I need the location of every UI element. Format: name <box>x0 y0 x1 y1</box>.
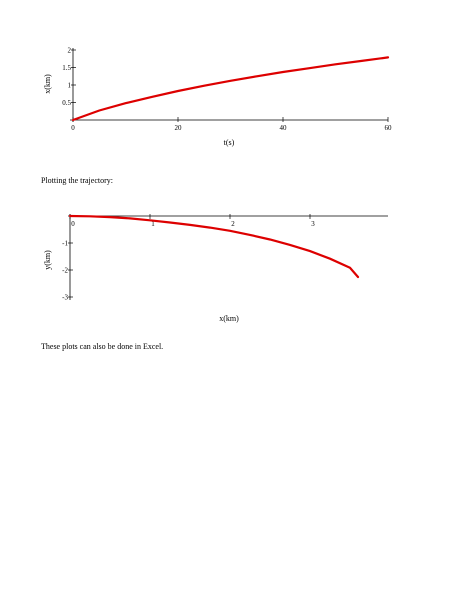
y-tick-label: 0.5 <box>62 99 71 107</box>
closing-note: These plots can also be done in Excel. <box>41 342 164 351</box>
x-tick-label: 0 <box>71 220 75 228</box>
y-axis-label: y(km) <box>43 250 52 270</box>
y-axis-label: x(km) <box>43 74 52 94</box>
x-tick-label: 40 <box>280 124 288 132</box>
trajectory-line <box>68 214 360 279</box>
y-tick-label: 1 <box>68 82 72 90</box>
x-tick-label: 60 <box>385 124 393 132</box>
y-tick-label: -2 <box>62 267 68 275</box>
y-tick-label: 1.5 <box>62 64 71 72</box>
plotting-heading: Plotting the trajectory: <box>41 176 113 185</box>
x-tick-label: 20 <box>175 124 183 132</box>
time-position-chart: 0 20 40 60 0.5 1 1.5 2 t(s) x(km) <box>43 47 392 148</box>
y-tick-label: -1 <box>62 240 68 248</box>
y-tick-group: -1 -2 -3 <box>62 240 73 302</box>
trajectory-chart: 0 1 2 3 -1 -2 -3 x(km) y(km) <box>43 214 388 323</box>
y-tick-label: 2 <box>68 47 72 55</box>
x-axis-label: t(s) <box>224 138 235 147</box>
x-tick-label: 0 <box>71 124 75 132</box>
x-axis-label: x(km) <box>219 314 239 323</box>
x-tick-label: 2 <box>231 220 235 228</box>
x-tick-group: 0 20 40 60 <box>71 117 392 132</box>
x-tick-label: 1 <box>151 220 155 228</box>
y-tick-group: 0.5 1 1.5 2 <box>62 47 76 107</box>
x-tick-label: 3 <box>311 220 315 228</box>
y-tick-label: -3 <box>62 294 68 302</box>
data-series-line <box>71 56 390 122</box>
